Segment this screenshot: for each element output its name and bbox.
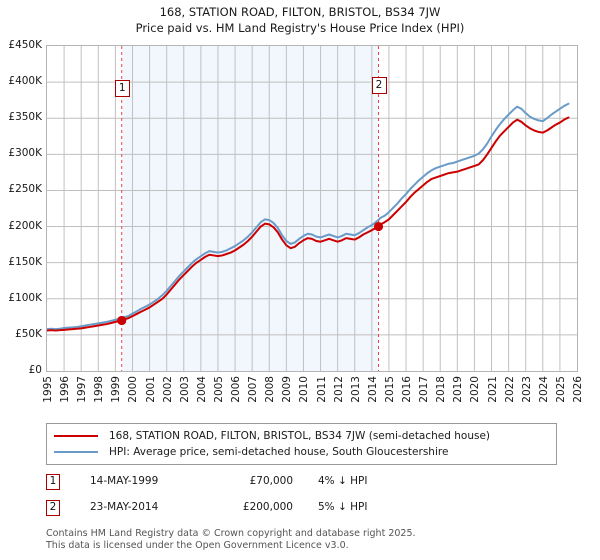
y-axis-tick-label: £200K	[8, 219, 42, 232]
x-axis-tick-label: 2001	[144, 376, 157, 403]
event-marker-badge[interactable]: 2	[371, 77, 387, 94]
legend-label-price-paid: 168, STATION ROAD, FILTON, BRISTOL, BS34…	[109, 430, 491, 442]
event-marker-badge[interactable]: 1	[114, 80, 130, 97]
chart-legend: 168, STATION ROAD, FILTON, BRISTOL, BS34…	[46, 423, 557, 465]
chart-canvas	[47, 46, 577, 371]
x-axis-tick-label: 2011	[315, 376, 328, 403]
x-axis-tick-label: 2005	[212, 376, 225, 403]
chart-title: 168, STATION ROAD, FILTON, BRISTOL, BS34…	[159, 5, 441, 19]
x-axis-tick-label: 1995	[42, 376, 54, 403]
x-axis-tick-label: 2006	[230, 376, 243, 403]
y-axis-tick-label: £450K	[8, 39, 42, 51]
legend-label-hpi: HPI: Average price, semi-detached house,…	[109, 446, 449, 458]
x-axis-tick-label: 2008	[264, 376, 277, 403]
x-axis-tick-label: 1996	[59, 376, 72, 403]
x-axis-tick-label: 2004	[195, 376, 208, 403]
x-axis-tick-label: 2024	[537, 376, 550, 403]
y-axis-tick-label: £0	[28, 364, 42, 376]
x-axis-tick-label: 2003	[178, 376, 191, 403]
x-axis-tick-label: 2015	[383, 376, 396, 403]
y-axis-tick-label: £100K	[8, 291, 42, 304]
x-axis-tick-label: 2023	[520, 376, 533, 403]
x-axis-tick-label: 2000	[127, 376, 140, 403]
footer-line-licence: This data is licensed under the Open Gov…	[46, 539, 349, 551]
x-axis-tick-label: 2016	[401, 376, 414, 403]
x-axis-tick-label: 2018	[435, 376, 448, 403]
x-axis-tick-label: 1999	[110, 376, 123, 403]
x-axis-tick-label: 2010	[298, 376, 311, 403]
transaction-price: £200,000	[242, 501, 293, 513]
x-axis-tick-label: 2021	[486, 376, 499, 403]
x-axis-tick-label: 2014	[366, 376, 379, 403]
x-axis-tick-label: 2009	[281, 376, 294, 403]
line-hpi	[47, 102, 570, 331]
x-axis-tick-label: 2019	[452, 376, 465, 403]
y-axis-tick-label: £50K	[15, 327, 42, 340]
x-axis-tick-label: 2002	[161, 376, 174, 403]
x-axis-tick-label: 2026	[572, 376, 584, 403]
y-axis-tick-label: £400K	[8, 75, 42, 88]
x-axis-tick-label: 2007	[247, 376, 260, 403]
legend-item-price-paid[interactable]: 168, STATION ROAD, FILTON, BRISTOL, BS34…	[47, 428, 556, 444]
x-axis-tick-label: 2025	[554, 376, 567, 403]
transaction-index-badge: 1	[46, 474, 60, 490]
x-axis-tick-label: 2017	[418, 376, 431, 403]
x-axis-tick-label: 1997	[76, 376, 89, 403]
footer-line-copyright: Contains HM Land Registry data © Crown c…	[46, 528, 416, 539]
chart-subtitle: Price paid vs. HM Land Registry's House …	[135, 21, 465, 35]
transactions-table: 1 14-MAY-1999 £70,000 4% ↓ HPI 2 23-MAY-…	[46, 472, 486, 524]
table-row[interactable]: 2 23-MAY-2014 £200,000 5% ↓ HPI	[46, 498, 486, 524]
transaction-date: 23-MAY-2014	[90, 501, 159, 513]
footer-attribution: Contains HM Land Registry data © Crown c…	[46, 528, 566, 551]
legend-swatch-price-paid	[54, 435, 98, 437]
chart-plot-area[interactable]	[46, 45, 578, 372]
transaction-index-badge: 2	[46, 500, 60, 516]
x-axis-tick-label: 2013	[349, 376, 362, 403]
y-axis-tick-label: £150K	[8, 255, 42, 268]
transaction-date: 14-MAY-1999	[90, 475, 159, 487]
x-axis-tick-label: 1998	[93, 376, 106, 403]
x-axis-tick-label: 2012	[332, 376, 345, 403]
transaction-hpi-delta: 5% ↓ HPI	[318, 501, 368, 513]
ownership-span-shading	[121, 46, 379, 371]
legend-swatch-hpi	[54, 451, 98, 453]
y-axis-tick-label: £350K	[8, 111, 42, 124]
sale-point-marker	[117, 315, 127, 326]
y-axis-tick-label: £300K	[8, 147, 42, 160]
legend-item-hpi[interactable]: HPI: Average price, semi-detached house,…	[47, 444, 556, 460]
line-price-paid	[47, 116, 570, 332]
x-axis-tick-label: 2022	[503, 376, 516, 403]
transaction-hpi-delta: 4% ↓ HPI	[318, 475, 368, 487]
table-row[interactable]: 1 14-MAY-1999 £70,000 4% ↓ HPI	[46, 472, 486, 498]
page-title: 168, STATION ROAD, FILTON, BRISTOL, BS34…	[0, 4, 600, 36]
x-axis-tick-label: 2020	[469, 376, 482, 403]
transaction-price: £70,000	[249, 475, 293, 487]
sale-point-marker	[373, 221, 384, 232]
y-axis-tick-label: £250K	[8, 183, 42, 196]
